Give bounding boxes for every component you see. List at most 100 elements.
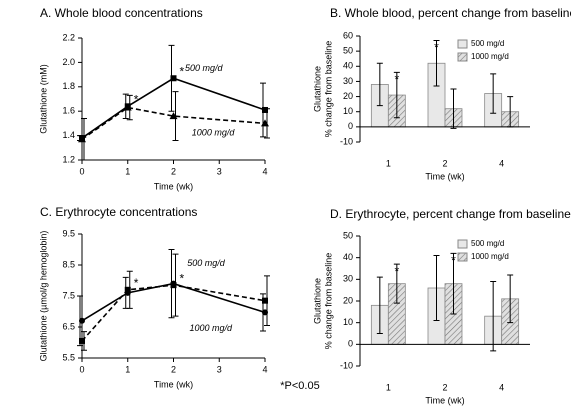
y-tick-label: 10 bbox=[343, 106, 353, 116]
x-tick-label: 1 bbox=[386, 158, 391, 168]
y-tick-label: 30 bbox=[343, 274, 353, 284]
series-line bbox=[81, 282, 266, 322]
x-axis-label: Time (wk) bbox=[425, 171, 464, 181]
marker bbox=[170, 75, 177, 82]
y-tick-label: 1.4 bbox=[62, 130, 75, 140]
legend-swatch bbox=[457, 239, 468, 249]
marker bbox=[169, 112, 178, 120]
chart-title: D. Erythrocyte, percent change from base… bbox=[330, 207, 571, 221]
y-tick-label: 30 bbox=[343, 76, 353, 86]
error-bar bbox=[433, 40, 440, 87]
error-bar bbox=[490, 281, 497, 352]
legend-label: 500 mg/d bbox=[471, 39, 504, 48]
x-axis-label: Time (wk) bbox=[154, 181, 193, 191]
chart-title: A. Whole blood concentrations bbox=[40, 6, 203, 20]
x-tick-label: 4 bbox=[262, 364, 267, 374]
x-tick-label: 3 bbox=[217, 364, 222, 374]
significance-mark: * bbox=[434, 41, 439, 55]
chart-title: B. Whole blood, percent change from base… bbox=[330, 6, 571, 20]
error-bar bbox=[376, 276, 383, 334]
error-bar bbox=[433, 255, 440, 321]
y-tick-label: 10 bbox=[343, 317, 353, 327]
x-axis-label: Time (wk) bbox=[425, 395, 464, 405]
y-tick-label: -10 bbox=[340, 360, 353, 370]
y-tick-label: 20 bbox=[343, 91, 353, 101]
marker bbox=[79, 317, 85, 324]
y-tick-label: 40 bbox=[343, 61, 353, 71]
error-bar bbox=[450, 88, 457, 129]
x-tick-label: 4 bbox=[499, 158, 504, 168]
error-bar bbox=[507, 274, 514, 324]
series-line bbox=[81, 106, 266, 140]
y-tick-label: 0 bbox=[348, 121, 353, 131]
y-tick-label: 20 bbox=[343, 295, 353, 305]
x-tick-label: 0 bbox=[79, 166, 84, 176]
marker bbox=[262, 106, 268, 113]
x-tick-label: 3 bbox=[217, 166, 222, 176]
y-tick-label: 1.6 bbox=[62, 106, 75, 116]
y-tick-label: 7.5 bbox=[62, 290, 75, 300]
legend-swatch bbox=[457, 39, 468, 49]
series-label: 500 mg/d bbox=[185, 63, 224, 73]
legend-label: 1000 mg/d bbox=[471, 52, 509, 61]
significance-mark: * bbox=[180, 271, 185, 285]
legend-swatch bbox=[457, 52, 468, 62]
y-tick-label: 2.2 bbox=[62, 32, 75, 42]
chart-title: C. Erythrocyte concentrations bbox=[40, 205, 197, 219]
series-label: 1000 mg/d bbox=[192, 128, 236, 138]
significance-mark: * bbox=[180, 64, 185, 78]
y-tick-label: 9.5 bbox=[62, 228, 75, 238]
y-tick-label: -10 bbox=[340, 136, 353, 146]
error-bar bbox=[490, 73, 497, 114]
y-tick-label: 50 bbox=[343, 230, 353, 240]
x-axis-label: Time (wk) bbox=[154, 379, 193, 389]
x-tick-label: 1 bbox=[125, 364, 130, 374]
y-axis-label: % change from baseline bbox=[323, 253, 333, 350]
y-axis-label: Glutathione bbox=[312, 66, 322, 112]
y-tick-label: 60 bbox=[343, 30, 353, 40]
significance-mark: * bbox=[394, 73, 399, 87]
significance-mark: * bbox=[451, 254, 456, 268]
marker bbox=[261, 119, 269, 127]
x-tick-label: 1 bbox=[386, 382, 391, 392]
significance-mark: * bbox=[134, 276, 139, 290]
y-axis-label: Glutathione bbox=[312, 278, 322, 324]
y-axis-label: Glutathione (mM) bbox=[38, 64, 48, 134]
y-tick-label: 5.5 bbox=[62, 352, 75, 362]
y-tick-label: 2.0 bbox=[62, 57, 75, 67]
marker bbox=[78, 135, 86, 143]
y-axis-label: Glutathione (µmol/g hemoglobin) bbox=[38, 231, 48, 362]
y-tick-label: 0 bbox=[348, 339, 353, 349]
footnote: *P<0.05 bbox=[280, 380, 319, 392]
marker bbox=[79, 337, 85, 344]
error-bar bbox=[450, 252, 457, 315]
legend-label: 1000 mg/d bbox=[471, 252, 509, 261]
y-tick-label: 1.2 bbox=[62, 154, 75, 164]
x-tick-label: 4 bbox=[499, 382, 504, 392]
marker bbox=[262, 297, 268, 304]
x-tick-label: 0 bbox=[79, 364, 84, 374]
y-tick-label: 8.5 bbox=[62, 259, 75, 269]
x-tick-label: 2 bbox=[442, 382, 447, 392]
error-bar bbox=[393, 263, 400, 304]
y-tick-label: 50 bbox=[343, 46, 353, 56]
marker bbox=[123, 103, 132, 111]
legend-label: 500 mg/d bbox=[471, 239, 504, 248]
y-tick-label: 1.8 bbox=[62, 81, 75, 91]
x-tick-label: 2 bbox=[171, 364, 176, 374]
y-tick-label: 6.5 bbox=[62, 321, 75, 331]
significance-mark: * bbox=[134, 92, 139, 106]
series-label: 500 mg/d bbox=[187, 258, 226, 268]
legend-swatch bbox=[457, 252, 468, 262]
x-tick-label: 4 bbox=[262, 166, 267, 176]
x-tick-label: 2 bbox=[171, 166, 176, 176]
error-bar bbox=[393, 71, 400, 119]
error-bar bbox=[376, 62, 383, 107]
marker bbox=[170, 282, 177, 289]
series-line bbox=[81, 284, 266, 342]
y-tick-label: 40 bbox=[343, 252, 353, 262]
significance-mark: * bbox=[394, 264, 399, 278]
x-tick-label: 1 bbox=[125, 166, 130, 176]
